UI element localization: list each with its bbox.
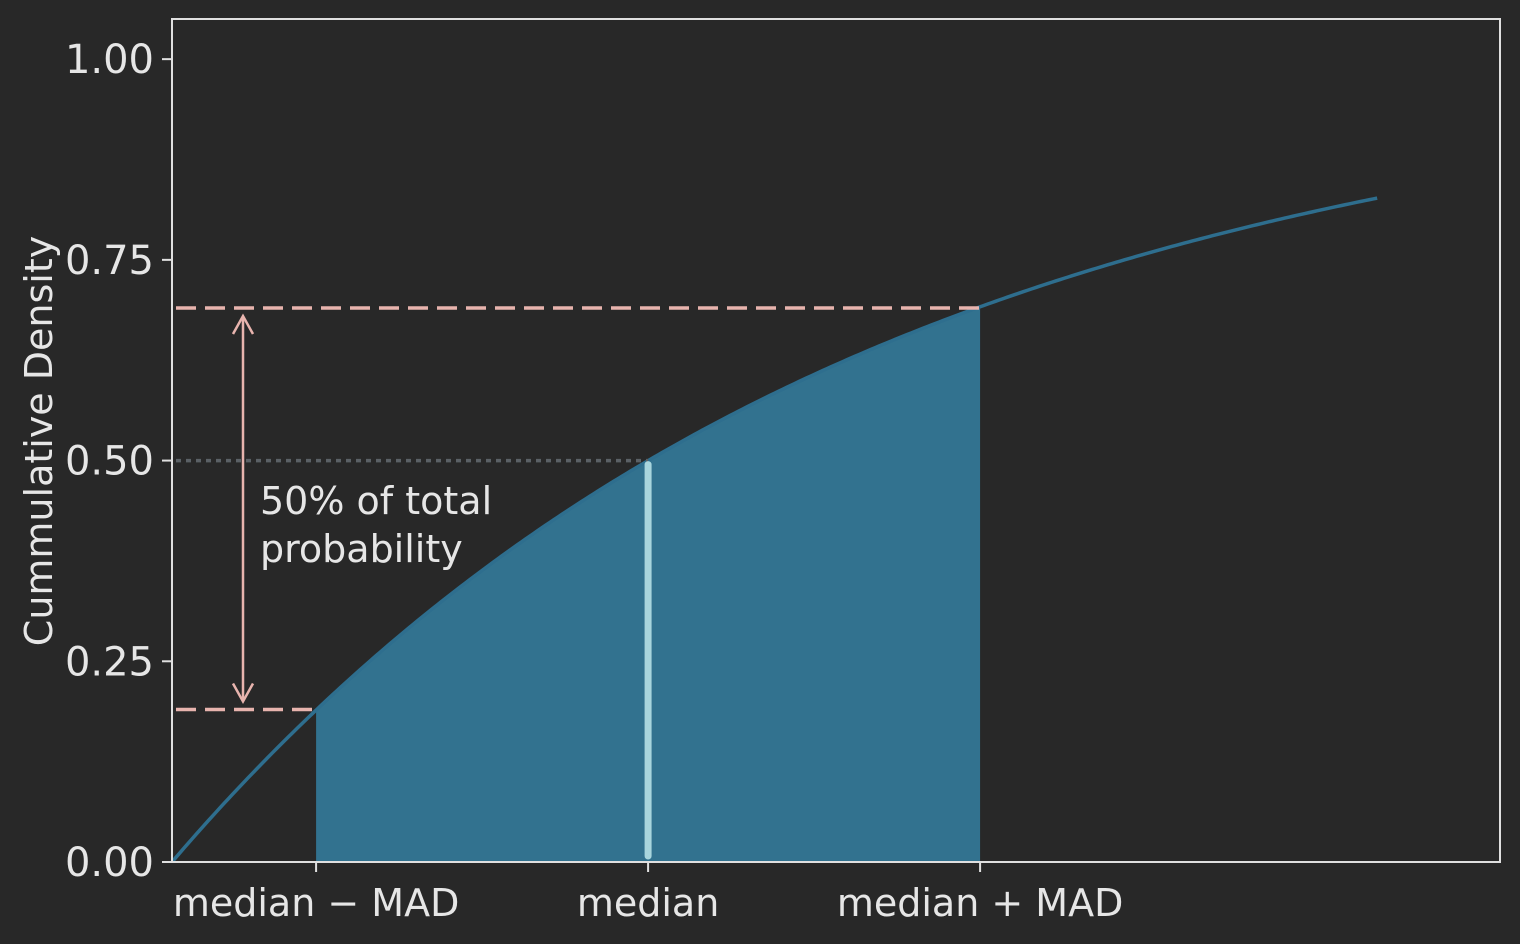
y-tick-label: 0.00 xyxy=(65,840,154,886)
y-tick-label: 0.25 xyxy=(65,639,154,685)
cdf-curve xyxy=(170,196,1378,864)
probability-arrow-head-bottom xyxy=(231,682,255,705)
x-tick-label: median + MAD xyxy=(837,881,1123,925)
x-tick-label: median xyxy=(577,881,719,925)
probability-arrow-head-top xyxy=(231,313,255,335)
y-tick-label: 0.50 xyxy=(65,439,154,485)
y-axis-label: Cummulative Density xyxy=(17,236,61,646)
x-tick-label: median − MAD xyxy=(173,881,459,925)
annotation-line-2: probability xyxy=(260,527,463,571)
y-tick-label: 0.75 xyxy=(65,238,154,284)
plot-frame xyxy=(171,18,1501,863)
y-tick-label: 1.00 xyxy=(65,37,154,83)
annotation-line-1: 50% of total xyxy=(260,479,492,523)
plot-area xyxy=(170,196,1378,864)
axes: 0.00 0.25 0.50 0.75 1.00 median − MAD median me… xyxy=(65,18,1501,925)
